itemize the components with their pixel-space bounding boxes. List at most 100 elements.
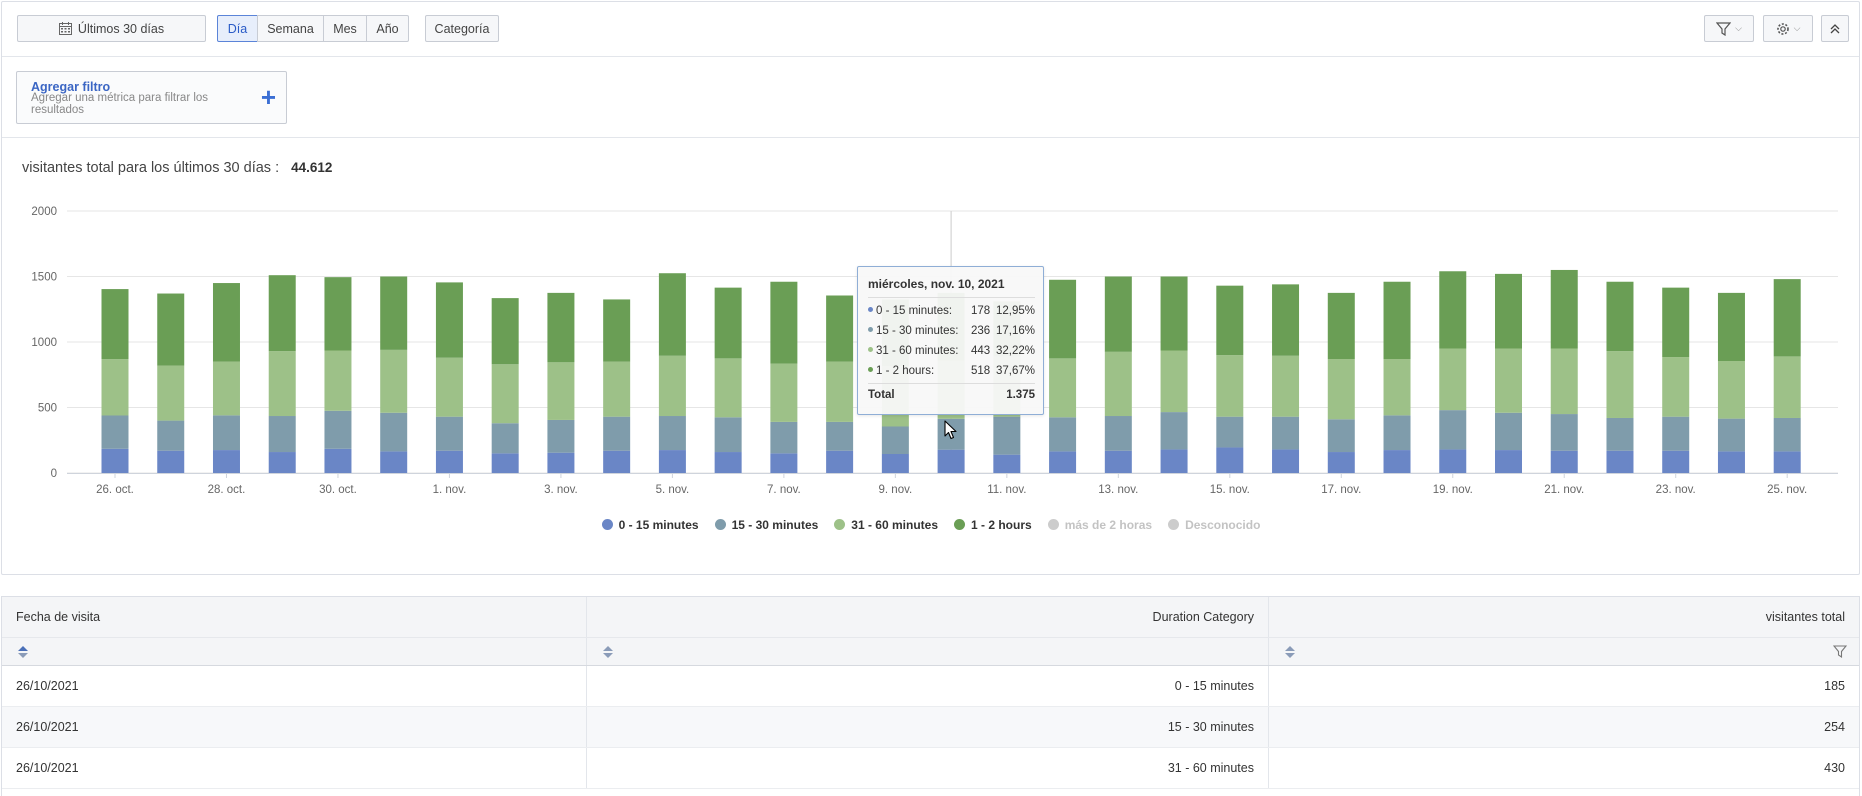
bar-segment [212,283,240,362]
legend-item[interactable]: más de 2 horas [1047,518,1152,532]
tooltip-row: 0 - 15 minutes: 178 12,95% [868,305,1035,321]
tooltip-row-percent: 32,22% [995,345,1035,357]
table-row[interactable]: 26/10/2021 15 - 30 minutes 254 [2,707,1859,748]
bar-segment [1773,417,1801,452]
bar-segment [101,359,129,416]
bar-segment [157,365,185,421]
bar-segment [1272,449,1300,473]
tooltip-row-label: 15 - 30 minutes: [868,325,958,337]
filter-bar: Agregar filtro Agregar una métrica para … [2,57,1859,138]
table-row[interactable]: 26/10/2021 31 - 60 minutes 430 [2,748,1859,789]
tooltip-divider [868,383,1035,384]
bar-segment [1439,271,1467,349]
table-cell: 15 - 30 minutes [587,707,1269,747]
bar-segment [268,452,296,473]
bar-segment [101,415,129,449]
legend-item[interactable]: 15 - 30 minutes [714,518,818,532]
bar-segment [1216,447,1244,473]
table-cell: 26/10/2021 [2,666,587,706]
column-header-date[interactable]: Fecha de visita [2,597,587,637]
x-tick-label: 13. nov. [1098,484,1138,496]
period-month-button[interactable]: Mes [323,15,367,42]
x-tick-label: 28. oct. [208,484,246,496]
legend-item[interactable]: 31 - 60 minutes [834,518,938,532]
filter-menu-button[interactable]: ⌵ [1704,15,1754,42]
x-tick-label: 7. nov. [767,484,801,496]
column-filter-icon[interactable] [1832,645,1848,661]
series-dot-icon [868,367,873,372]
bar-segment [1495,348,1522,413]
category-button[interactable]: Categoría [425,15,499,42]
bar-segment [826,295,854,362]
period-week-button[interactable]: Semana [257,15,324,42]
bar-segment [547,292,575,363]
y-tick-label: 1500 [31,272,57,284]
bar-segment [380,276,408,350]
bar-segment [1773,279,1801,357]
bar-segment [547,419,575,453]
add-filter-label: Agregar filtro [31,80,111,94]
bar-segment [1495,450,1522,473]
summary-total: 44.612 [291,160,333,175]
chart-legend: 0 - 15 minutes 15 - 30 minutes 31 - 60 min… [0,518,1862,532]
y-tick-label: 0 [51,468,57,480]
bar-segment [1216,416,1244,448]
table-row[interactable]: 26/10/2021 0 - 15 minutes 185 [2,666,1859,707]
sort-icon[interactable] [18,646,28,661]
legend-dot-icon [954,519,965,530]
bar-segment [993,416,1021,455]
sort-icon[interactable] [1285,646,1295,661]
bar-segment [658,355,686,417]
summary-label: visitantes total para los últimos 30 día… [22,160,280,176]
add-filter-button[interactable]: Agregar filtro Agregar una métrica para … [16,71,287,124]
chevron-down-icon: ⌵ [1793,23,1801,33]
column-header-duration[interactable]: Duration Category [587,597,1269,637]
bar-segment [157,450,185,473]
sort-icon[interactable] [603,646,613,661]
bar-segment [1773,356,1801,418]
legend-label: 0 - 15 minutes [618,518,699,532]
bar-segment [1104,450,1132,473]
period-day-button[interactable]: Día [217,15,258,42]
bar-segment [1327,419,1355,453]
y-tick-label: 500 [38,403,57,415]
bar-segment [826,450,854,473]
legend-item[interactable]: 1 - 2 hours [954,518,1032,532]
legend-item[interactable]: Desconocido [1168,518,1260,532]
table-cell-text: 26/10/2021 [16,679,79,693]
bar-segment [714,452,742,473]
bar-segment [1272,416,1300,450]
x-tick-label: 23. nov. [1656,484,1696,496]
bar-segment [1104,276,1132,352]
period-year-button[interactable]: Año [366,15,409,42]
bar-segment [435,357,463,417]
bar-segment [1550,414,1578,451]
tooltip-row: 1 - 2 hours: 518 37,67% [868,365,1035,381]
y-tick-label: 2000 [31,206,57,218]
series-dot-icon [868,347,873,352]
y-tick-label: 1000 [31,337,57,349]
x-tick-label: 21. nov. [1544,484,1584,496]
settings-menu-button[interactable]: ⌵ [1763,15,1813,42]
data-table: Fecha de visita Duration Category visita… [1,596,1860,796]
date-range-button[interactable]: Últimos 30 días [17,15,206,42]
table-cell: 254 [1269,707,1859,747]
filter-icon [1716,21,1732,36]
collapse-button[interactable] [1821,15,1849,42]
x-tick-label: 19. nov. [1433,484,1473,496]
bar-segment [1160,449,1188,473]
column-header-visitors[interactable]: visitantes total [1765,610,1845,624]
table-header-row: Fecha de visita Duration Category visita… [2,597,1859,638]
x-tick-label: 9. nov. [879,484,913,496]
bar-segment [491,453,519,473]
tooltip-total-row: Total 1.375 [868,389,1035,405]
series-dot-icon [868,327,873,332]
plus-icon: + [260,82,276,112]
bar-segment [1049,417,1077,452]
tooltip-row-value: 236 [971,325,991,337]
bar-segment [1383,415,1411,451]
tooltip-row-value: 443 [971,345,991,357]
legend-item[interactable]: 0 - 15 minutes [601,518,699,532]
date-range-label: Últimos 30 días [77,21,165,36]
bar-segment [380,412,408,452]
